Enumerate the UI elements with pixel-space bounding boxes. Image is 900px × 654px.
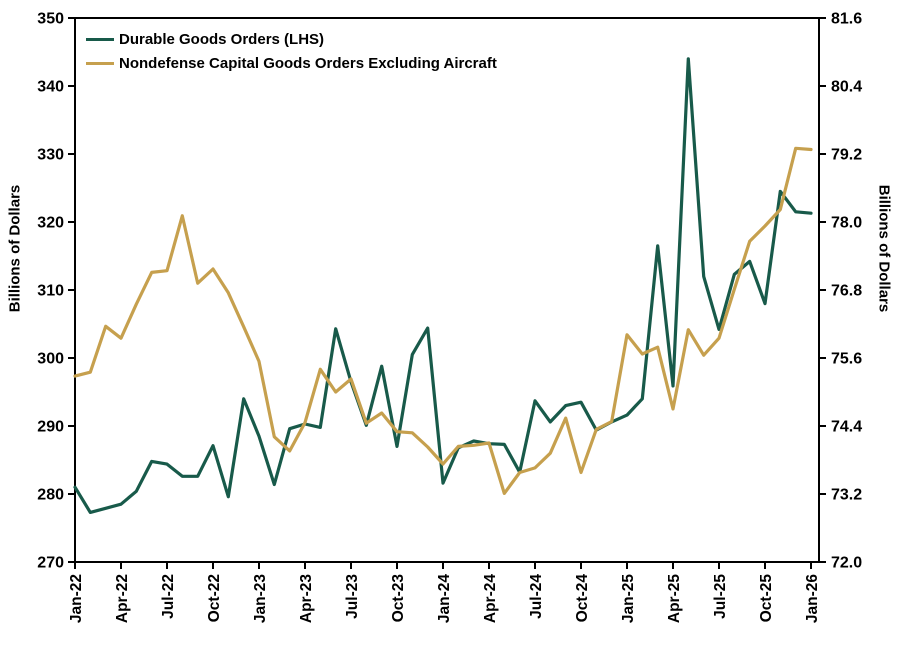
legend-item-core-capex: Nondefense Capital Goods Orders Excludin…	[86, 55, 497, 72]
y2-axis-tick-label: 73.2	[831, 487, 862, 504]
x-axis-tick-label: Oct-23	[390, 574, 407, 623]
x-axis-tick-label: Oct-22	[206, 574, 223, 622]
y2-axis-tick-label: 81.6	[831, 11, 862, 28]
x-axis-tick-label: Apr-23	[298, 574, 315, 623]
y-axis-tick-label: 270	[37, 555, 64, 572]
y2-axis-tick-label: 74.4	[831, 419, 862, 436]
chart-line-core-capex	[73, 146, 813, 495]
chart-line-durable-goods	[73, 57, 813, 515]
y-axis-tick-label: 340	[37, 79, 64, 96]
y2-axis-tick-label: 76.8	[831, 283, 862, 300]
y-axis-tick-label: 300	[37, 351, 64, 368]
y2-axis-tick-label: 78.0	[831, 215, 862, 232]
right-axis-title: Billions of Dollars	[875, 184, 893, 313]
x-axis-tick-label: Apr-22	[114, 574, 131, 623]
legend-label: Nondefense Capital Goods Orders Excludin…	[119, 55, 497, 72]
x-axis-tick-label: Oct-25	[758, 574, 775, 623]
x-axis-tick-label: Jul-24	[528, 574, 545, 619]
y-axis-tick-label: 280	[37, 487, 64, 504]
legend-label: Durable Goods Orders (LHS)	[119, 31, 325, 48]
x-axis-tick-label: Jan-26	[804, 574, 821, 623]
x-axis-tick-label: Apr-24	[482, 574, 499, 623]
y2-axis-tick-label: 75.6	[831, 351, 862, 368]
y-axis-tick-label: 310	[37, 283, 64, 300]
legend-line-swatch-durable-goods	[86, 37, 114, 42]
x-axis-tick-label: Oct-24	[574, 574, 591, 623]
y-axis-tick-label: 320	[37, 215, 64, 232]
legend: Durable Goods Orders (LHS) Nondefense Ca…	[86, 31, 497, 72]
left-axis-title: Billions of Dollars	[6, 184, 24, 313]
y2-axis-tick-label: 79.2	[831, 147, 862, 164]
y2-axis-tick-label: 80.4	[831, 79, 862, 96]
legend-item-durable-goods: Durable Goods Orders (LHS)	[86, 31, 497, 48]
legend-line-swatch-core-capex	[86, 61, 114, 66]
x-axis-tick-label: Jul-25	[712, 574, 729, 619]
y-axis-tick-label: 350	[37, 11, 64, 28]
x-axis-tick-label: Jan-24	[436, 574, 453, 623]
x-axis-tick-label: Jan-22	[68, 574, 85, 623]
y-axis-tick-label: 330	[37, 147, 64, 164]
y2-axis-tick-label: 72.0	[831, 555, 862, 572]
x-axis-tick-label: Jul-23	[344, 574, 361, 619]
y-axis-tick-label: 290	[37, 419, 64, 436]
x-axis-tick-label: Jan-25	[620, 574, 637, 623]
x-axis-tick-label: Apr-25	[666, 574, 683, 623]
x-axis-tick-label: Jan-23	[252, 574, 269, 623]
x-axis-tick-label: Jul-22	[160, 574, 177, 619]
